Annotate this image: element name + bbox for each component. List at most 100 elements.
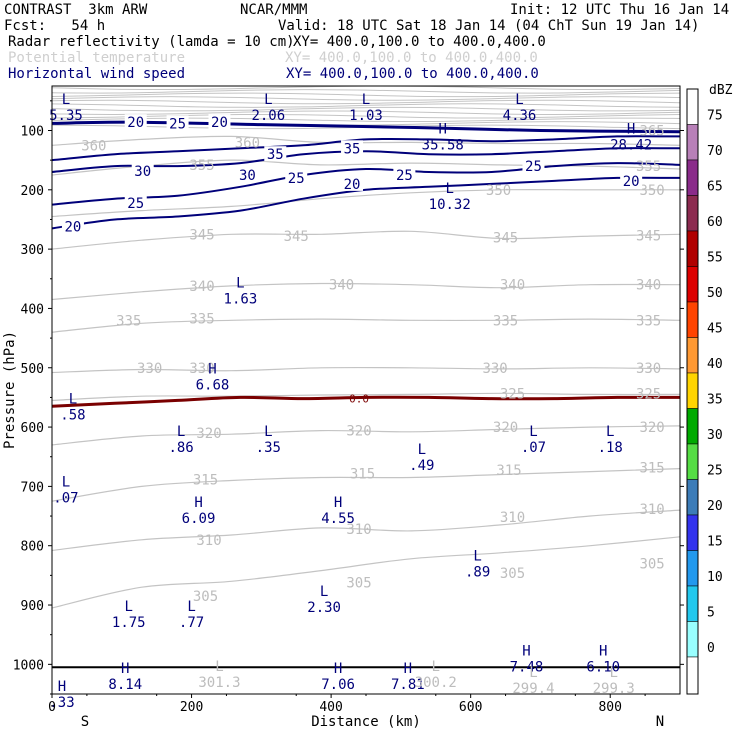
extremum-value: 7.81 [391, 677, 425, 693]
field-2-xy: XY= 400.0,100.0 to 400.0,400.0 [285, 50, 538, 66]
theta-label: 345 [636, 228, 661, 244]
colorbar-swatch [686, 372, 699, 409]
theta-contour-strat [52, 86, 680, 91]
theta-label: 360 [81, 138, 106, 154]
x-tick-label: 600 [459, 700, 482, 715]
theta-contour-335 [52, 318, 680, 333]
y-tick-label: 700 [21, 480, 44, 495]
theta-label: 350 [486, 183, 511, 199]
wind-contour-25 [52, 162, 680, 206]
extremum-value: .86 [168, 440, 193, 456]
center-name: NCAR/MMM [240, 2, 308, 18]
extremum-marker: L [62, 474, 70, 490]
theta-label: 305 [193, 589, 218, 605]
extremum-marker: L [473, 549, 481, 565]
colorbar-label: 45 [707, 321, 723, 336]
y-tick-label: 100 [21, 124, 44, 139]
theta-label: 340 [500, 278, 525, 294]
theta-contour-330 [52, 366, 680, 374]
extremum-marker: H [522, 643, 530, 659]
extremum-marker: H [194, 495, 202, 511]
theta-contour-strat [52, 92, 680, 98]
y-tick-label: 1000 [13, 658, 44, 673]
extremum-marker: H [599, 643, 607, 659]
colorbar-swatch [686, 408, 699, 445]
theta-label: 315 [496, 463, 521, 479]
forecast-hour: Fcst: 54 h [4, 18, 106, 34]
y-tick-label: 600 [21, 421, 44, 436]
extremum-value: 6.68 [196, 378, 230, 394]
theta-extremum-marker: L [432, 659, 440, 675]
colorbar-label: 10 [707, 570, 723, 585]
extremum-marker: H [404, 661, 412, 677]
extremum-value: .77 [179, 615, 204, 631]
wind-label: 20 [127, 115, 144, 131]
theta-label: 310 [500, 510, 525, 526]
extremum-value: 2.06 [251, 108, 285, 124]
theta-contour-strat [52, 103, 680, 108]
colorbar-label: 55 [707, 250, 723, 265]
theta-label: 335 [189, 312, 214, 328]
extremum-value: 5.35 [49, 108, 83, 124]
x-tick-label: 400 [319, 700, 342, 715]
extremum-marker: L [446, 181, 454, 197]
theta-label: 305 [346, 575, 371, 591]
x-tick-label: 800 [598, 700, 621, 715]
wind-label: 20 [623, 174, 640, 190]
theta-contour-strat [52, 99, 680, 105]
extremum-value: 6.09 [182, 511, 216, 527]
y-tick-label: 500 [21, 362, 44, 377]
wind-label-bg [208, 114, 231, 130]
wind-contour-30 [52, 147, 680, 173]
extremum-marker: H [334, 495, 342, 511]
colorbar-swatch [686, 301, 699, 338]
colorbar-swatch [686, 337, 699, 374]
theta-contour-360 [52, 135, 680, 146]
x-tick-label: 200 [180, 700, 203, 715]
theta-label: 330 [189, 361, 214, 377]
wind-label-bg [264, 146, 287, 162]
theta-label: 315 [350, 466, 375, 482]
extremum-marker: H [439, 121, 447, 137]
theta-label: 335 [116, 313, 141, 329]
theta-extremum-value: 299.4 [512, 681, 554, 697]
theta-contour-345 [52, 230, 680, 250]
y-axis-label: Pressure (hPa) [2, 331, 18, 449]
extremum-value: .58 [60, 407, 85, 423]
extremum-value: 28.42 [610, 137, 652, 153]
extremum-marker: H [627, 121, 635, 137]
colorbar-swatch [686, 621, 699, 658]
colorbar-label: 60 [707, 215, 723, 230]
theta-label: 355 [636, 159, 661, 175]
y-tick-label: 900 [21, 599, 44, 614]
theta-contour-strat [52, 113, 680, 119]
colorbar-swatch [686, 585, 699, 622]
theta-label: 315 [193, 472, 218, 488]
wind-label: 35 [344, 141, 361, 157]
y-tick-label: 800 [21, 540, 44, 555]
colorbar-label: 75 [707, 108, 723, 123]
extremum-value: .89 [465, 565, 490, 581]
valid-time: Valid: 18 UTC Sat 18 Jan 14 (04 ChT Sun … [278, 18, 700, 34]
theta-label: 310 [346, 522, 371, 538]
extremum-value: 1.03 [349, 108, 383, 124]
x-end-label-left: S [81, 714, 89, 730]
extremum-value: 10.32 [429, 197, 471, 213]
colorbar-label: 40 [707, 357, 723, 372]
theta-extremum-marker: L [609, 665, 617, 681]
theta-label: 305 [500, 566, 525, 582]
extremum-value: 8.14 [108, 677, 142, 693]
extremum-marker: L [62, 92, 70, 108]
extremum-marker: L [606, 424, 614, 440]
wind-label-bg [236, 166, 259, 182]
colorbar-label: 20 [707, 499, 723, 514]
theta-label: 335 [636, 313, 661, 329]
wind-label: 30 [134, 164, 151, 180]
theta-contour-strat [52, 106, 680, 112]
colorbar-swatch [686, 88, 699, 125]
theta-label: 305 [639, 557, 664, 573]
extremum-marker: L [362, 92, 370, 108]
y-tick-label: 300 [21, 243, 44, 258]
wind-label: 20 [65, 220, 82, 236]
colorbar-label: 5 [707, 605, 715, 620]
